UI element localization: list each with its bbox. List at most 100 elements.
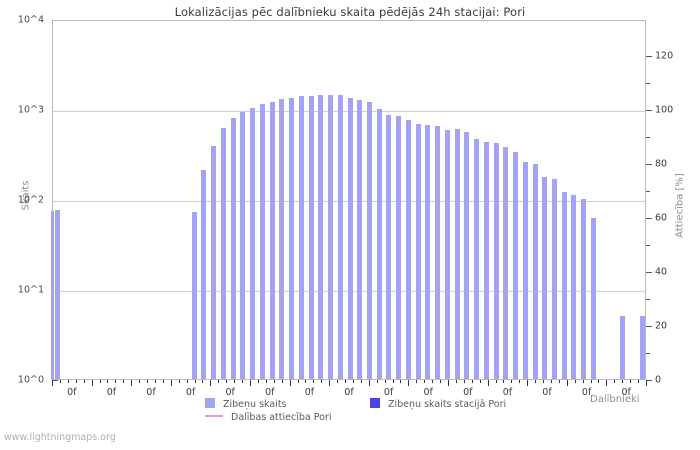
x-axis-tick-minor [384,380,386,383]
x-axis-tick-minor [59,380,61,383]
y-axis-right-tick-label: 80 [655,158,668,170]
legend-item-station-count[interactable]: Zibeņu skaits stacijā Pori [370,398,506,410]
x-axis-tick-label: 0f [185,387,196,398]
y-axis-right-tick-label: 100 [655,104,674,116]
y-axis-left-tick-label: 10^2 [17,194,44,206]
x-axis-tick-minor [622,380,624,383]
bar [357,99,363,379]
bar [542,177,548,379]
legend-label-station-count: Zibeņu skaits stacijā Pori [388,399,507,410]
bar [298,96,304,379]
x-axis-tick-minor [313,380,315,383]
bar [493,142,499,379]
x-axis-tick-major [646,380,647,386]
y-axis-right-tick-major [646,271,652,273]
bar [435,126,441,379]
x-axis-tick-label: 0f [265,387,275,398]
y-axis-right-tick-minor [646,190,650,192]
x-axis-tick-minor [147,380,149,383]
footer-url: www.lightningmaps.org [4,432,116,443]
legend-swatch-lightning-count [205,398,215,408]
bar [522,162,528,379]
bar [396,116,402,379]
bar [191,211,197,379]
x-axis-tick-minor [495,380,497,383]
bar [561,191,567,379]
x-axis-tick-minor [67,380,69,383]
x-axis-tick-minor [337,380,339,383]
y-axis-left-tick-major [52,380,58,381]
y-axis-right-tick-label: 20 [655,320,668,332]
x-axis-tick-minor [638,380,640,383]
bar [415,123,421,379]
x-axis-tick-minor [139,380,141,383]
x-axis-tick-minor [511,380,513,383]
bar [269,101,275,379]
x-axis-tick-minor [281,380,283,383]
x-axis-tick-minor [440,380,442,383]
x-axis-tick-minor [265,380,267,383]
x-axis-tick-major [52,380,53,386]
x-axis-title: Dalībnieki [590,394,640,405]
bar [376,108,382,379]
bar [532,163,538,379]
x-axis-tick-minor [162,380,164,383]
x-axis-tick-major [566,380,568,386]
x-axis-tick-label: 0f [581,387,592,398]
bar [240,111,246,379]
x-axis-tick-minor [123,380,125,383]
plot-area [52,20,646,380]
bar [639,316,645,379]
x-axis-tick-major [487,380,489,386]
axis-edge-bar [51,211,54,380]
x-axis-tick-minor [463,380,465,383]
y-axis-right-tick-label: 120 [655,50,674,62]
x-axis-tick-minor [630,380,632,383]
legend-label-lightning-count: Zibeņu skaits [223,399,287,410]
x-axis-tick-minor [550,380,552,383]
x-axis-tick-minor [345,380,347,383]
x-axis-tick-minor [455,380,457,383]
bar [474,138,480,379]
x-axis-tick-minor [352,380,354,383]
bar [551,179,557,379]
legend-item-lightning-count[interactable]: Zibeņu skaits [205,398,287,410]
x-axis-tick-major [448,380,449,386]
x-axis-tick-label: 0f [225,387,235,398]
x-axis-tick-minor [273,380,275,383]
y-axis-right-tick-label: 60 [655,212,668,224]
bar [259,103,265,379]
bar [201,170,207,379]
x-axis-tick-minor [543,380,545,383]
y-axis-right-tick-minor [646,244,650,246]
y-axis-left-tick-label: 10^4 [17,14,44,26]
x-axis-tick-minor [400,380,402,383]
x-axis-tick-minor [242,380,244,383]
bar [405,119,411,379]
x-axis-tick-label: 0f [542,387,552,398]
x-axis-tick-label: 0f [423,387,433,398]
x-axis-tick-minor [83,380,85,383]
legend-label-ratio-line: Dalības attiecība Pori [231,412,332,423]
x-axis-tick-minor [558,380,560,383]
y-axis-right-tick-major [646,109,652,111]
bar [230,118,236,379]
bar [444,129,450,379]
x-axis-tick-label: 0f [344,387,354,398]
y-axis-right-title: Attiecība [%] [674,173,686,238]
bar [337,95,343,379]
bar-series-lightning-count [53,21,645,379]
bar [250,107,256,379]
legend-item-ratio-line[interactable]: Dalības attiecība Pori [205,412,331,423]
x-axis-tick-label: 0f [67,387,77,398]
bar [55,210,61,379]
x-axis-tick-minor [360,380,362,383]
x-axis-tick-major [527,380,529,386]
bar [347,97,353,379]
x-axis-tick-minor [479,380,481,383]
y-axis-left-tick-label: 10^3 [17,104,44,116]
x-axis-tick-minor [424,380,426,383]
x-axis-tick-major [368,380,370,386]
x-axis-tick-minor [614,380,616,383]
